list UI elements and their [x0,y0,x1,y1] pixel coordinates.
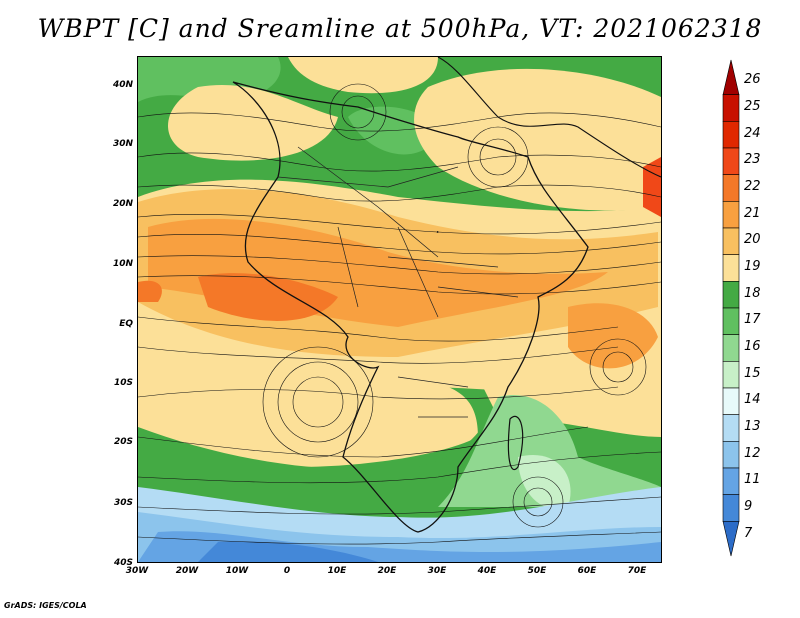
colorbar-segment [722,334,740,362]
colorbar-label: 15 [744,365,761,381]
lon-label: 10W [225,566,249,576]
lat-label: 40N [112,80,133,90]
south-indian-tan [478,377,661,437]
hot-core-west-africa [198,273,338,321]
lat-label: 30N [112,139,133,149]
footer-credit: GrADS: IGES/COLA [4,601,87,610]
lon-label: 10E [327,566,347,576]
colorbar-label: 21 [744,205,761,221]
lon-label: 70E [627,566,647,576]
colorbar-label: 12 [744,445,761,461]
colorbar-segment [722,387,740,415]
colorbar-label: 20 [744,232,761,248]
lat-label: 20S [113,437,133,447]
lon-label: 30W [125,566,149,576]
lon-label: 0 [283,566,291,576]
mediterranean-tan [288,57,438,94]
madagascar-coastline [507,416,524,470]
colorbar-label: 13 [744,419,761,434]
colorbar-label: 19 [744,259,761,274]
lon-label: 60E [577,566,597,576]
colorbar [722,59,740,557]
colorbar-label: 26 [744,72,761,88]
colorbar-label: 7 [744,525,753,541]
colorbar-segment [722,361,740,389]
colorbar-segment [722,227,740,255]
lat-label: 30S [113,498,133,508]
colorbar-label: 14 [744,392,761,408]
colorbar-label: 25 [744,99,761,114]
lon-label: 20E [377,566,397,576]
colorbar-segment [722,174,740,202]
colorbar-segment [722,254,740,282]
lon-label: 50E [527,566,547,576]
colorbar-segment [722,121,740,149]
cold-core [198,541,378,562]
pale-green-eddy [518,455,571,510]
colorbar-segment [722,467,740,495]
colorbar-segment [722,94,740,122]
colorbar-label: 17 [744,312,761,328]
lat-label: 20N [112,199,133,209]
southern-africa-tan [138,357,478,467]
streamlines [138,83,661,545]
colorbar-segment [722,307,740,335]
lon-label: 20W [175,566,199,576]
mozambique-pale-green [438,395,661,507]
middle-east-tan-region [414,68,661,211]
colorbar-segment [722,201,740,229]
arabia-coastline [437,57,661,178]
chart-title: WBPT [C] and Sreamline at 500hPa, VT: 20… [37,14,763,43]
colorbar-segment [722,147,740,175]
lat-label: 10S [113,378,133,388]
map-svg [138,57,661,562]
arabian-sea-hot-spot [643,157,661,217]
lat-label: 40S [113,558,133,568]
country-borders [277,146,519,418]
colorbar-segment [722,441,740,469]
colorbar-label: 23 [744,152,761,168]
north-tan-region [168,84,338,161]
africa-coastline [232,81,589,533]
colorbar-segment [722,281,740,309]
lon-label: 30E [427,566,447,576]
colorbar-label: 16 [744,339,761,354]
indian-ocean-warm-core [568,303,658,369]
colorbar-label: 24 [744,125,761,141]
colorbar-label: 11 [744,472,761,488]
lat-label: 10N [112,259,133,269]
colorbar-label: 9 [744,499,753,514]
colorbar-label: 18 [744,285,761,301]
colorbar-segment [722,494,740,522]
hot-core-atlantic [138,280,162,302]
colorbar-segment [722,521,740,557]
map-plot-area [137,56,662,563]
colorbar-segment [722,59,740,95]
colorbar-segment [722,414,740,442]
lon-label: 40E [477,566,497,576]
colorbar-label: 22 [744,179,761,194]
lat-label: EQ [119,319,133,329]
